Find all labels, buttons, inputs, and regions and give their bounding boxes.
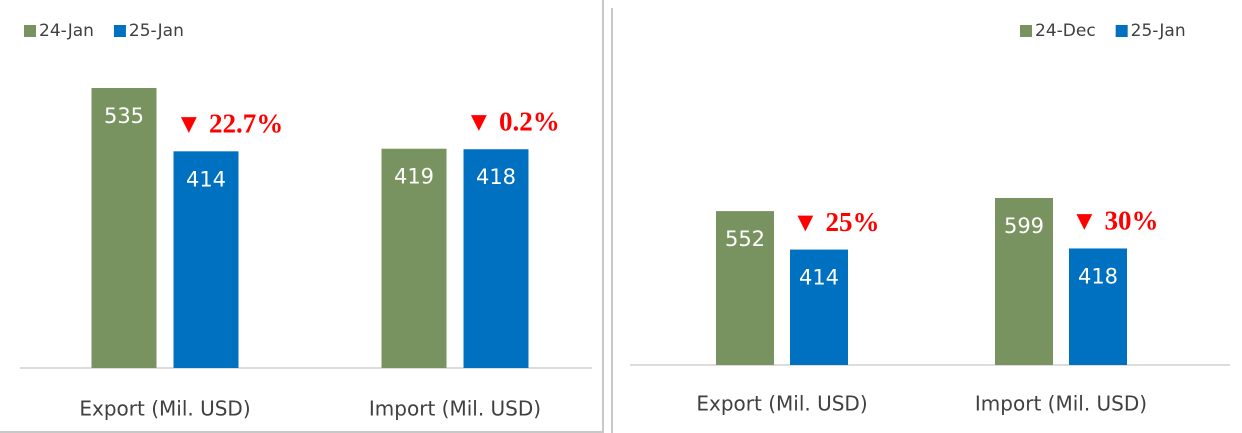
annotation: ▼ 30% xyxy=(1071,206,1158,236)
value-label: 414 xyxy=(186,167,226,191)
value-label: 552 xyxy=(725,227,765,251)
value-label: 414 xyxy=(799,266,839,290)
annotation: ▼ 25% xyxy=(792,207,879,237)
annotation: ▼ 22.7% xyxy=(176,109,284,139)
x-tick-label: Export (Mil. USD) xyxy=(79,397,250,421)
bar xyxy=(91,88,157,368)
legend-swatch xyxy=(1115,25,1128,37)
bar xyxy=(1069,248,1127,365)
legend-label: 24-Jan xyxy=(39,21,94,41)
legend-swatch xyxy=(1020,25,1032,37)
value-label: 418 xyxy=(1078,264,1118,288)
x-tick-label: Import (Mil. USD) xyxy=(975,392,1147,416)
legend-swatch xyxy=(113,25,126,37)
value-label: 418 xyxy=(476,165,516,189)
bar xyxy=(173,151,239,368)
annotation: ▼ 0.2% xyxy=(466,106,560,136)
bar xyxy=(381,148,447,368)
bar xyxy=(716,211,774,365)
bar xyxy=(790,249,848,365)
legend-swatch xyxy=(24,25,36,37)
value-label: 599 xyxy=(1004,214,1044,238)
bar xyxy=(463,149,529,368)
x-tick-label: Import (Mil. USD) xyxy=(369,397,541,421)
value-label: 419 xyxy=(394,165,434,189)
value-label: 535 xyxy=(104,104,144,128)
legend-label: 25-Jan xyxy=(129,21,184,41)
bar xyxy=(995,198,1053,365)
legend-label: 25-Jan xyxy=(1131,21,1186,41)
x-tick-label: Export (Mil. USD) xyxy=(696,392,867,416)
legend-label: 24-Dec xyxy=(1035,21,1096,41)
